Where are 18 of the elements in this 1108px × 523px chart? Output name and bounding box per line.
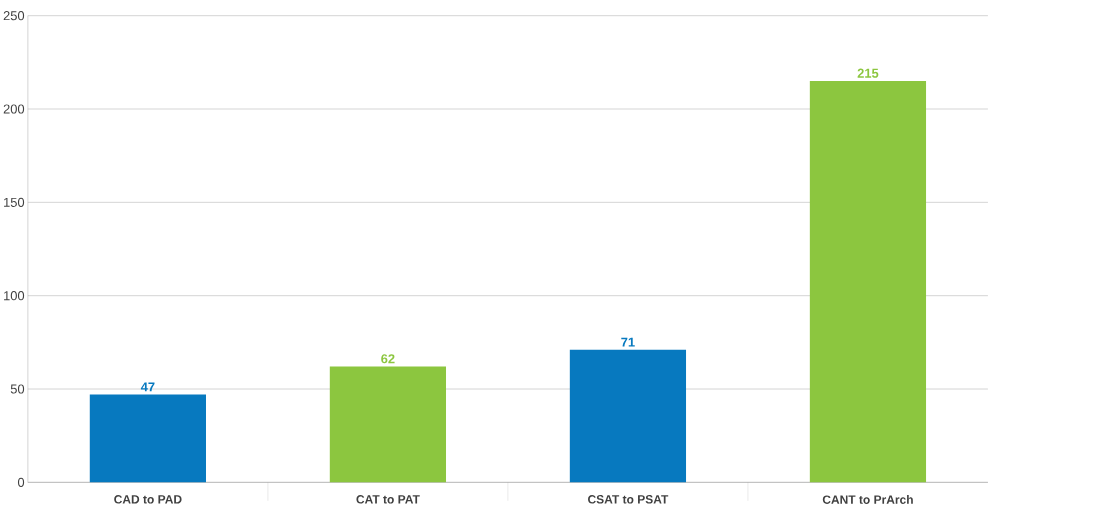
data-label: 71 (621, 337, 635, 347)
data-label: 215 (857, 68, 879, 78)
y-tick-label: 0 (17, 477, 25, 487)
bar (569, 349, 687, 483)
y-tick-label: 100 (4, 291, 25, 301)
x-tick-label: CSAT to PSAT (588, 495, 669, 504)
data-label: 47 (140, 382, 155, 392)
data-label: 62 (381, 354, 395, 364)
y-tick-label: 50 (10, 384, 25, 394)
y-tick-label: 250 (3, 11, 25, 21)
y-tick-label: 150 (4, 197, 25, 207)
x-tick-label: CAT to PAT (356, 495, 420, 504)
bar (809, 81, 927, 483)
bar (329, 366, 447, 483)
x-tick-label: CAD to PAD (114, 495, 182, 504)
bar (89, 394, 206, 483)
x-tick-label: CANT to PrArch (822, 495, 913, 504)
y-tick-label: 200 (3, 104, 25, 114)
